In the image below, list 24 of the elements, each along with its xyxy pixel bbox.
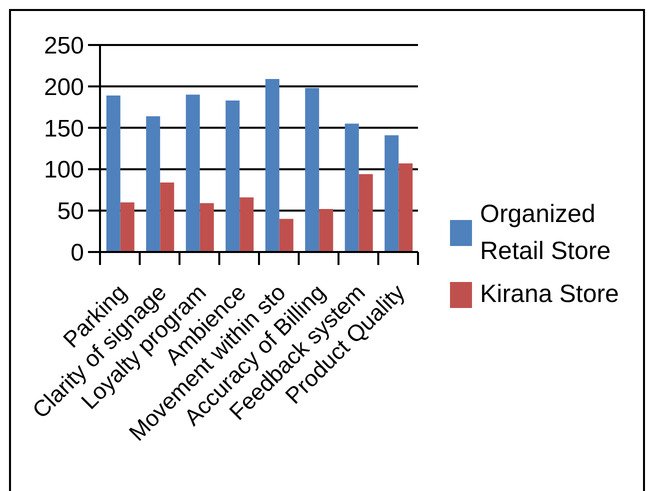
- bar: [344, 124, 359, 252]
- y-tick-label: 250: [44, 32, 84, 60]
- bar: [240, 197, 254, 252]
- bar: [106, 96, 120, 252]
- bar: [226, 100, 240, 252]
- y-tick-label: 200: [44, 74, 84, 101]
- bar: [186, 94, 200, 252]
- bar: [200, 203, 214, 252]
- bar: [305, 88, 320, 252]
- y-tick-label: 50: [57, 198, 84, 226]
- bar: [384, 135, 399, 252]
- bar: [319, 208, 334, 252]
- y-tick-label: 100: [44, 156, 84, 184]
- bar: [265, 78, 280, 252]
- bar: [398, 163, 413, 252]
- legend-label: Kirana Store: [480, 279, 619, 310]
- bar: [358, 174, 373, 252]
- bar: [146, 116, 160, 252]
- legend-label: Organized Retail Store: [480, 199, 612, 267]
- bar: [120, 202, 134, 252]
- bar: [160, 182, 174, 252]
- bar: [279, 218, 294, 252]
- y-tick-label: 150: [44, 115, 84, 142]
- y-tick-label: 0: [70, 240, 84, 267]
